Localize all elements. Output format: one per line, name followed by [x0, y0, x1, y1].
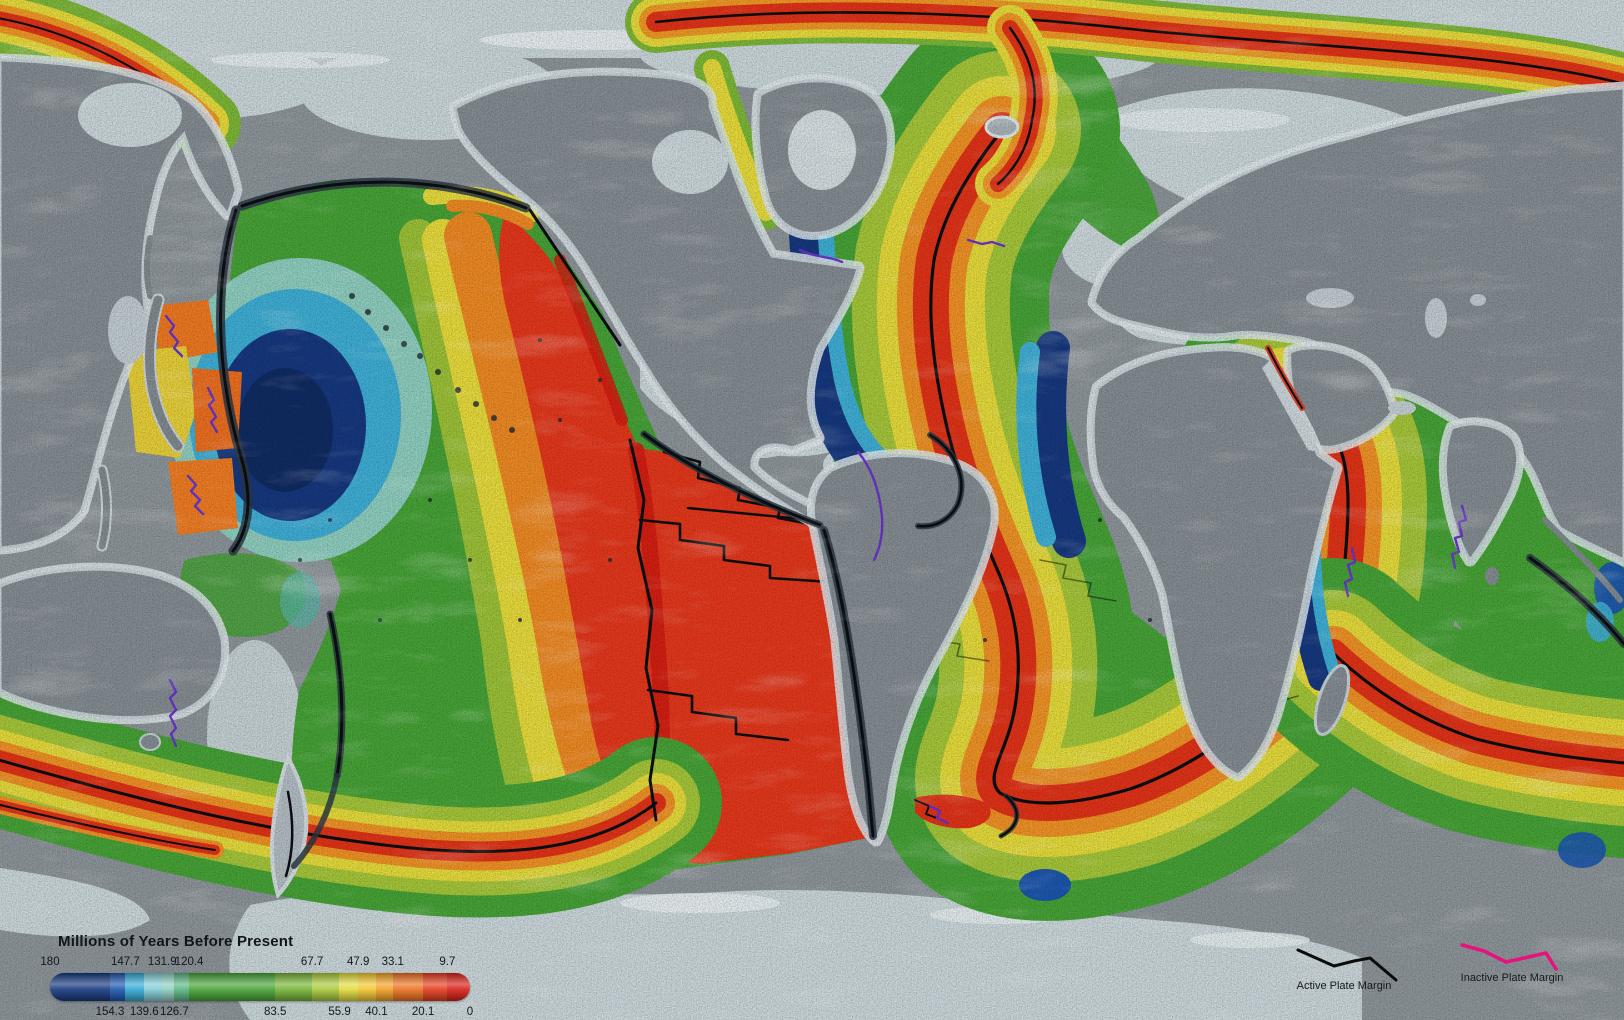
colorbar-segment — [392, 973, 423, 1001]
colorbar-tick-label: 131.9 — [147, 956, 177, 968]
colorbar-segment — [311, 973, 340, 1001]
colorbar-segment — [358, 973, 377, 1001]
colorbar-segment — [162, 973, 175, 1001]
colorbar-tick-label: 83.5 — [263, 1006, 287, 1018]
colorbar-tick-label: 126.7 — [159, 1006, 189, 1018]
age-colorbar — [50, 973, 470, 1001]
colorbar-tick-label: 55.9 — [328, 1006, 351, 1018]
colorbar-ticks: 180 147.7 131.9 120.4 67.7 47.9 33.1 9.7 154.3 13… — [40, 956, 473, 1018]
age-colorbar-wrap: 180 147.7 131.9 120.4 67.7 47.9 33.1 9.7 154.3 13… — [40, 956, 473, 1018]
legend-inactive-plate-margin: Inactive Plate Margin — [1452, 936, 1572, 984]
colorbar-tick-label: 120.4 — [174, 956, 204, 968]
colorbar-tick-label: 147.7 — [110, 956, 140, 968]
colorbar-tick-label: 40.1 — [365, 1006, 388, 1018]
colorbar-segment — [50, 973, 110, 1001]
colorbar-tick-label: 180 — [40, 956, 60, 968]
active-margin-line-sample — [1296, 948, 1398, 982]
active-margin-label: Active Plate Margin — [1296, 980, 1392, 992]
inactive-margin-line — [1460, 943, 1558, 971]
colorbar-tick-label: 139.6 — [129, 1006, 159, 1018]
inactive-margin-label: Inactive Plate Margin — [1460, 972, 1564, 984]
colorbar-tick-label: 33.1 — [381, 956, 404, 968]
colorbar-tick-label: 67.7 — [300, 956, 324, 968]
colorbar-segment — [422, 973, 448, 1001]
colorbar-segment — [275, 973, 312, 1001]
colorbar-segment — [189, 973, 276, 1001]
active-margin-line — [1296, 948, 1398, 982]
colorbar-tick-label: 47.9 — [347, 956, 370, 968]
inactive-margin-line-sample — [1460, 943, 1558, 971]
colorbar-tick-label: 20.1 — [411, 1006, 435, 1018]
colorbar-segment — [174, 973, 189, 1001]
colorbar-segment — [339, 973, 359, 1001]
colorbar-segment — [109, 973, 126, 1001]
map-title: Millions of Years Before Present — [58, 933, 294, 950]
colorbar-tick-label: 9.7 — [439, 956, 456, 968]
colorbar-segment — [144, 973, 163, 1001]
colorbar-tick-label: 0 — [466, 1006, 474, 1018]
colorbar-segment — [376, 973, 393, 1001]
colorbar-tick-label: 154.3 — [95, 1006, 125, 1018]
colorbar-segment — [125, 973, 145, 1001]
legend-active-plate-margin: Active Plate Margin — [1284, 940, 1404, 992]
colorbar-segment — [447, 973, 470, 1001]
